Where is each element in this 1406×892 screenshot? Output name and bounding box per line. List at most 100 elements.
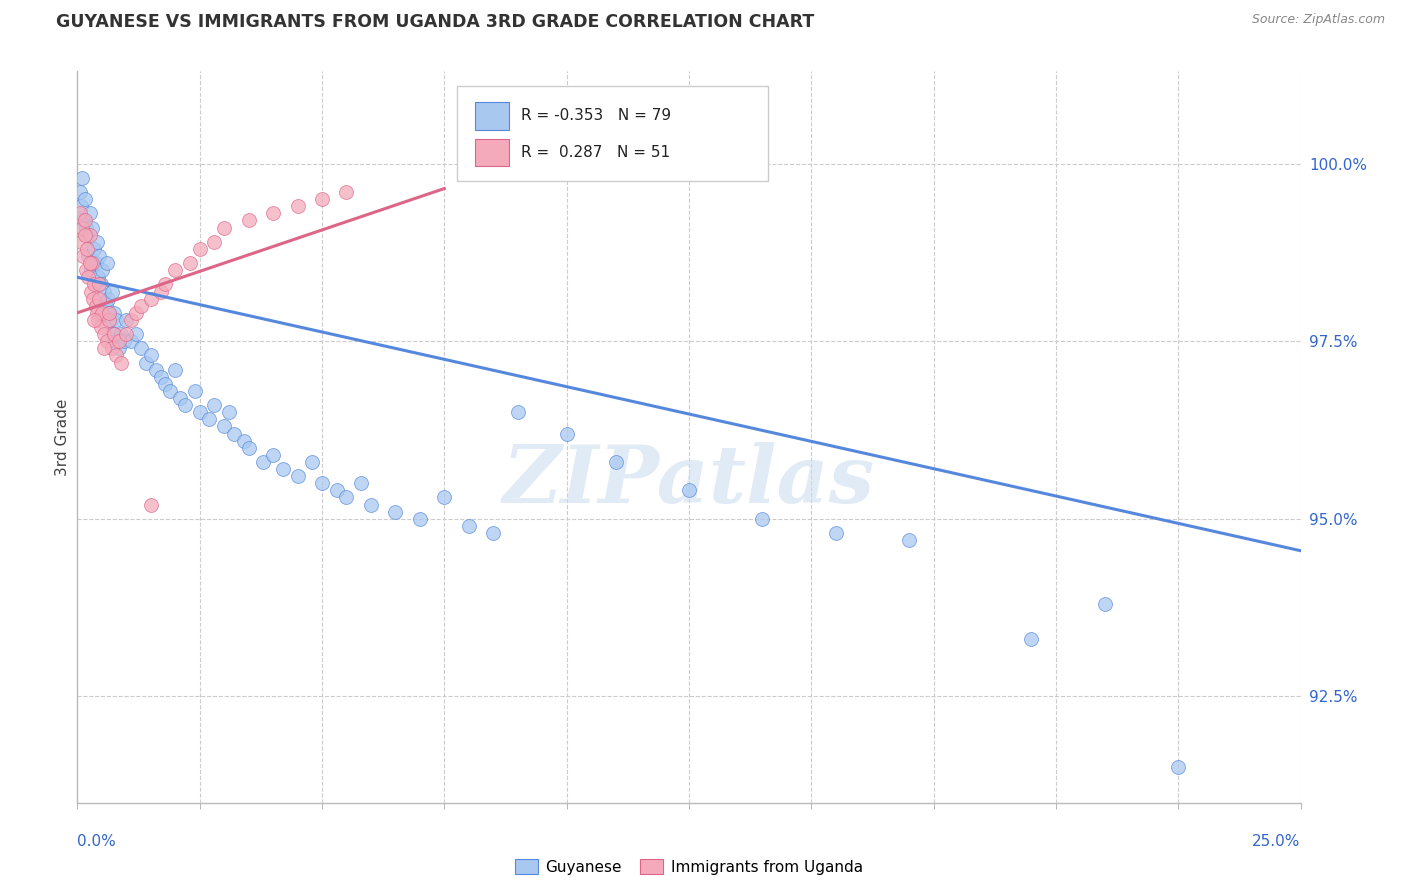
Point xyxy=(79,227,101,242)
Point xyxy=(82,292,104,306)
Text: GUYANESE VS IMMIGRANTS FROM UGANDA 3RD GRADE CORRELATION CHART: GUYANESE VS IMMIGRANTS FROM UGANDA 3RD G… xyxy=(56,13,814,31)
Legend: Guyanese, Immigrants from Uganda: Guyanese, Immigrants from Uganda xyxy=(510,855,868,880)
Point xyxy=(80,263,103,277)
Point xyxy=(93,341,115,355)
Point xyxy=(384,505,406,519)
Text: R =  0.287   N = 51: R = 0.287 N = 51 xyxy=(522,145,671,160)
Point xyxy=(457,519,479,533)
Point xyxy=(335,185,357,199)
Point xyxy=(555,426,578,441)
Point xyxy=(104,334,127,349)
Point xyxy=(70,220,93,235)
Point xyxy=(112,334,135,349)
Point xyxy=(87,270,110,285)
Point xyxy=(77,270,100,285)
FancyBboxPatch shape xyxy=(475,102,509,130)
Point xyxy=(72,249,94,263)
Point xyxy=(94,299,117,313)
Point xyxy=(93,327,115,342)
Point xyxy=(335,491,357,505)
Point xyxy=(188,405,211,419)
Point xyxy=(202,398,225,412)
Point xyxy=(678,483,700,498)
Point xyxy=(98,306,121,320)
Point xyxy=(232,434,254,448)
Text: 0.0%: 0.0% xyxy=(77,834,117,849)
Point xyxy=(80,220,103,235)
Point xyxy=(155,277,177,292)
Point xyxy=(70,170,93,185)
Text: 25.0%: 25.0% xyxy=(1253,834,1301,849)
Point xyxy=(129,299,152,313)
Point xyxy=(97,292,120,306)
Point xyxy=(605,455,627,469)
Point xyxy=(73,213,96,227)
Text: ZIPatlas: ZIPatlas xyxy=(503,442,875,520)
Point xyxy=(115,327,138,342)
Point xyxy=(222,426,245,441)
Point xyxy=(108,334,131,349)
Point xyxy=(898,533,921,547)
Point xyxy=(89,292,111,306)
Point xyxy=(75,220,97,235)
Point xyxy=(69,185,91,199)
Point xyxy=(90,320,112,334)
Point xyxy=(238,213,260,227)
Point xyxy=(70,199,93,213)
Point xyxy=(100,285,122,299)
Point xyxy=(1167,760,1189,774)
Point xyxy=(70,235,93,249)
Point xyxy=(433,491,456,505)
Point xyxy=(108,341,131,355)
Point xyxy=(73,192,96,206)
Point xyxy=(105,313,128,327)
Point xyxy=(93,285,115,299)
Point xyxy=(325,483,347,498)
Point xyxy=(89,249,111,263)
Point xyxy=(96,334,118,349)
Point xyxy=(287,469,309,483)
Point xyxy=(76,242,98,256)
Point xyxy=(103,327,125,342)
Point xyxy=(287,199,309,213)
Point xyxy=(103,306,125,320)
Point xyxy=(80,256,103,270)
Point xyxy=(218,405,240,419)
Point xyxy=(360,498,382,512)
Point xyxy=(90,306,112,320)
Point xyxy=(145,362,167,376)
Point xyxy=(202,235,225,249)
Point xyxy=(751,512,773,526)
Point xyxy=(238,441,260,455)
Point xyxy=(79,206,101,220)
Point xyxy=(149,369,172,384)
Text: Source: ZipAtlas.com: Source: ZipAtlas.com xyxy=(1251,13,1385,27)
Point xyxy=(120,334,142,349)
Point xyxy=(90,277,112,292)
Point xyxy=(75,263,97,277)
Point xyxy=(184,384,207,398)
Point xyxy=(120,313,142,327)
Point xyxy=(80,285,103,299)
Point xyxy=(1094,597,1116,611)
Point xyxy=(110,355,132,369)
Point xyxy=(101,327,124,342)
Point xyxy=(83,242,105,256)
Point xyxy=(76,227,98,242)
Point xyxy=(198,412,221,426)
Point xyxy=(86,306,108,320)
FancyBboxPatch shape xyxy=(457,86,769,181)
Point xyxy=(179,256,201,270)
Point xyxy=(89,277,111,292)
Point xyxy=(350,476,373,491)
Point xyxy=(139,498,162,512)
Y-axis label: 3rd Grade: 3rd Grade xyxy=(55,399,70,475)
Point xyxy=(169,391,191,405)
Point xyxy=(149,285,172,299)
Point xyxy=(409,512,432,526)
Point xyxy=(79,256,101,270)
Point xyxy=(212,220,235,235)
Point xyxy=(90,263,112,277)
Point xyxy=(139,348,162,362)
Point xyxy=(311,476,333,491)
